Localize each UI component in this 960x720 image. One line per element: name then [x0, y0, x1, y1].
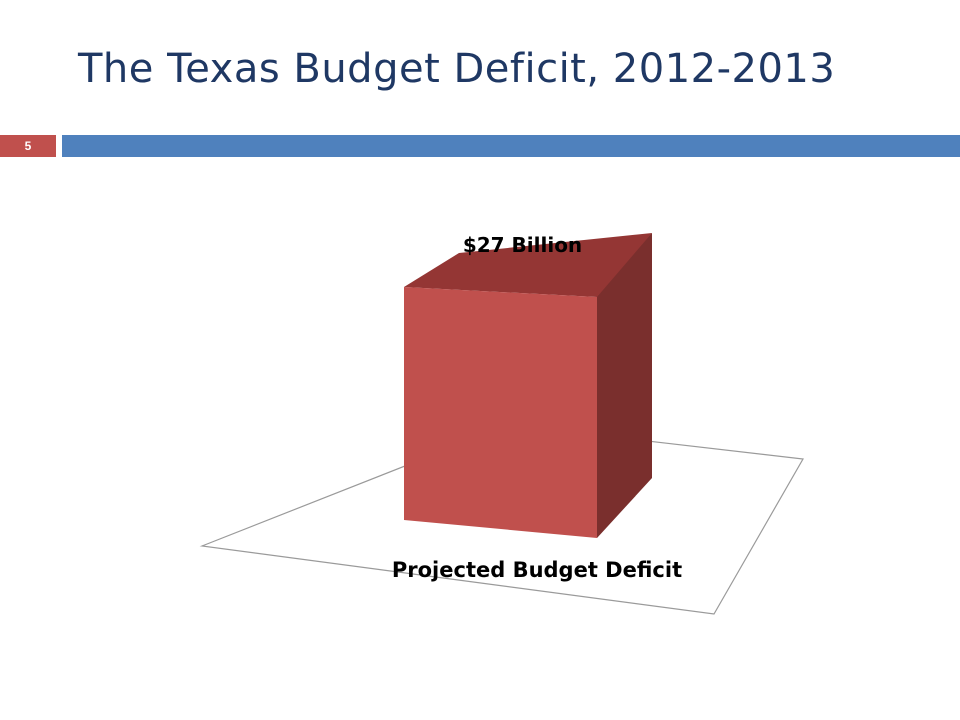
- slide-number: 5: [0, 135, 56, 157]
- data-label: $27 Billion: [463, 233, 582, 257]
- bar-side-face: [597, 233, 652, 538]
- bar: [404, 287, 597, 538]
- bar-top-face: [404, 233, 652, 297]
- category-label: Projected Budget Deficit: [392, 558, 682, 582]
- title-divider-bar: [62, 135, 960, 157]
- slide-title: The Texas Budget Deficit, 2012-2013: [78, 46, 836, 92]
